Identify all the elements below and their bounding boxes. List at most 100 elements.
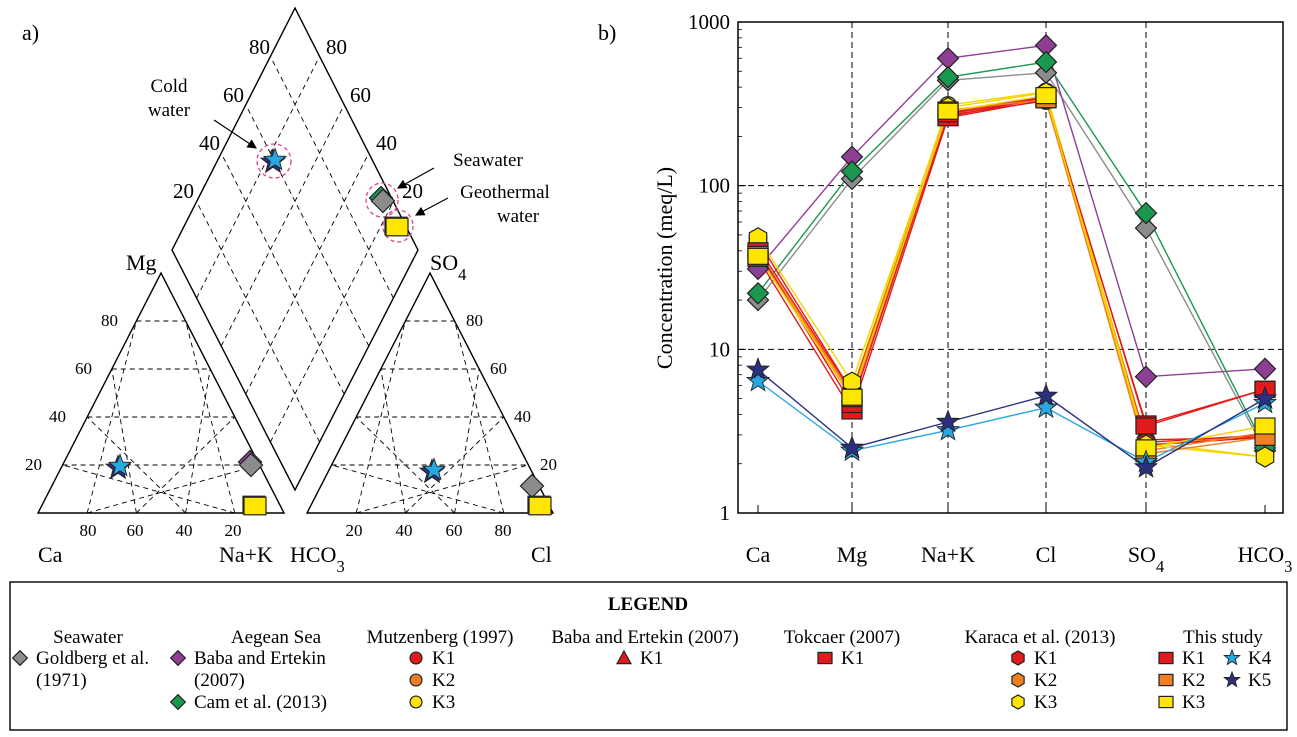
anion-tick-label: 20 (346, 521, 363, 540)
piper-point-seawater (370, 188, 396, 214)
anion-tick-label: 40 (514, 407, 531, 426)
panel-label-a: a) (22, 20, 39, 45)
diamond-grid-line (196, 56, 321, 299)
diamond-grid-line (196, 201, 321, 443)
x-tick-label: Cl (1036, 542, 1057, 567)
y-tick-label: 1 (720, 501, 731, 525)
anion-point-cold-water (421, 457, 447, 481)
legend-label: K3 (1182, 692, 1205, 713)
legend-marker (1158, 695, 1174, 709)
annotation-arrow (414, 197, 449, 216)
cation-grid-line (185, 320, 236, 514)
legend-marker (169, 693, 187, 711)
annotation-arrow (213, 119, 257, 149)
series-line (757, 98, 1266, 425)
legend-marker (615, 649, 633, 665)
annotation-cold-water: Cold (151, 76, 188, 97)
data-point (841, 388, 863, 406)
diamond-tick-label: 80 (249, 35, 270, 59)
legend-label: K5 (1248, 670, 1271, 691)
data-point (1134, 365, 1158, 389)
legend-label: Baba and Ertekin (194, 648, 326, 669)
legend-label: K2 (432, 670, 455, 691)
annotation-geothermal: water (497, 206, 540, 227)
cation-tick-label: 40 (49, 407, 66, 426)
data-point (745, 368, 771, 392)
data-point (1252, 385, 1278, 409)
axis-label-nak: Na+K (219, 542, 273, 567)
data-point (937, 102, 959, 120)
y-axis-label: Concentration (meq/L) (652, 167, 677, 369)
anion-triangle (305, 271, 555, 514)
legend-label: (1971) (36, 670, 87, 691)
cation-tick-label: 80 (101, 311, 118, 330)
piper-point-geothermal (385, 217, 409, 237)
axis-label-hco3: HCO3 (290, 542, 345, 576)
cation-triangle (36, 271, 286, 514)
legend-label: K1 (1182, 648, 1205, 669)
legend-heading: Seawater (53, 627, 123, 648)
cation-point-seawater (238, 452, 264, 478)
annotation-seawater: Seawater (453, 150, 523, 171)
cation-point-cold-water (107, 453, 133, 477)
cation-grid-line (111, 368, 137, 514)
series-line (757, 91, 1266, 458)
legend-marker (1158, 673, 1174, 687)
legend-marker (11, 649, 29, 667)
anion-grid-line (405, 416, 505, 514)
cation-tick-label: 20 (225, 521, 242, 540)
anion-grid-line (380, 368, 406, 514)
data-point (936, 65, 960, 89)
central-diamond (171, 6, 419, 492)
legend-label: K4 (1248, 648, 1272, 669)
anion-tick-label: 80 (466, 311, 483, 330)
data-point (1035, 87, 1057, 105)
anion-point-seawater (519, 473, 545, 499)
series-line (757, 369, 1266, 469)
diamond-grid-line (269, 56, 394, 299)
series-line (757, 44, 1266, 378)
anion-tick-label: 60 (490, 359, 507, 378)
x-tick-label: SO4 (1128, 542, 1164, 576)
anion-grid-line (331, 464, 504, 514)
anion-point-geothermal (528, 496, 552, 516)
cation-grid-line (136, 416, 236, 514)
legend-marker (1223, 648, 1241, 666)
highlight-circle (256, 143, 292, 179)
series-line (757, 71, 1266, 452)
diamond-grid-line (220, 152, 345, 395)
x-tick-label: Na+K (921, 542, 975, 567)
legend-heading: This study (1183, 627, 1263, 648)
y-tick-label: 100 (699, 174, 731, 198)
data-point (746, 281, 770, 305)
data-point (1033, 382, 1059, 407)
data-point (1133, 454, 1159, 478)
diamond-tick-label: 20 (173, 179, 194, 203)
anion-grid-line (454, 320, 505, 514)
anion-grid-line (355, 416, 455, 514)
cation-point-geothermal (243, 496, 267, 516)
anion-tick-label: 20 (540, 455, 557, 474)
legend-label: K1 (841, 648, 864, 669)
panel-label-b: b) (598, 20, 616, 45)
series-line (757, 94, 1266, 449)
annotation-cold-water: water (148, 100, 191, 121)
legend-marker (409, 673, 423, 687)
annotation-geothermal: Geothermal (460, 182, 550, 203)
legend-marker (1158, 651, 1174, 665)
series-line (757, 100, 1266, 441)
axis-label-ca: Ca (38, 542, 63, 567)
data-point (1034, 50, 1058, 74)
series-line (757, 98, 1266, 455)
legend-marker (1223, 670, 1241, 688)
diamond-grid-line (245, 152, 370, 395)
legend-label: K2 (1182, 670, 1205, 691)
legend-label: K1 (640, 648, 663, 669)
legend-marker (817, 651, 833, 665)
diamond-tick-label: 40 (199, 131, 220, 155)
data-point (1255, 446, 1275, 468)
axis-label-mg: Mg (126, 250, 157, 275)
legend-label: (2007) (194, 670, 245, 691)
data-point (1033, 394, 1059, 419)
